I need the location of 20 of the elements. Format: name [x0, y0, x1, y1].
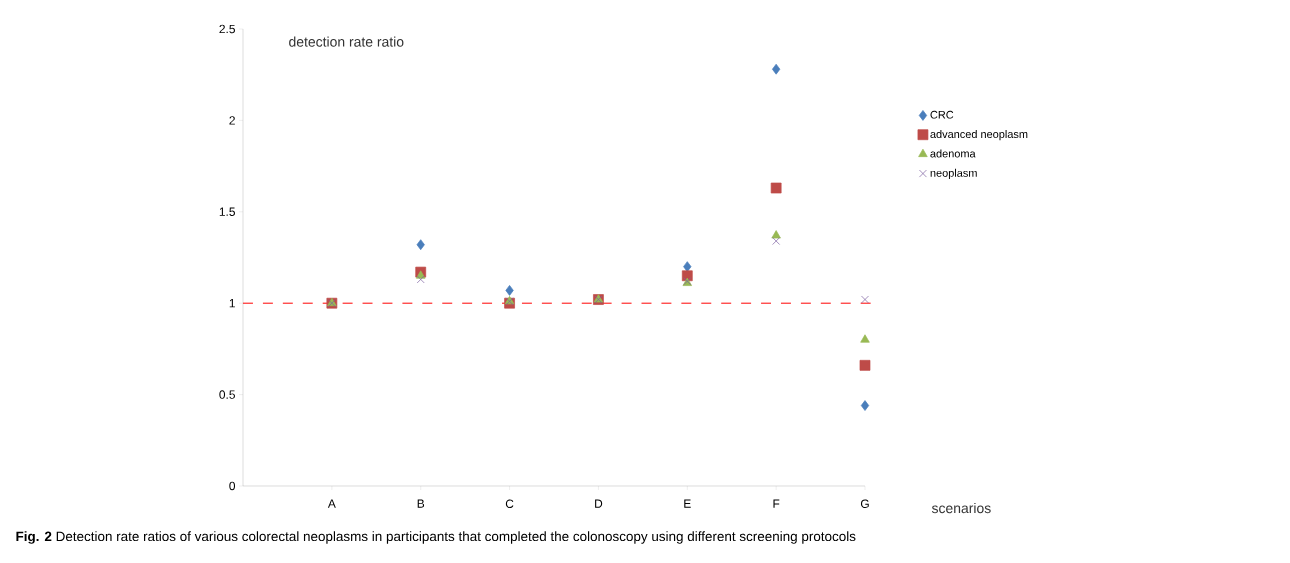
y-axis-title: detection rate ratio — [289, 36, 404, 47]
x-tick-label: A — [327, 499, 336, 508]
legend-label: adenoma — [930, 149, 976, 158]
y-tick-label: 2 — [229, 116, 235, 125]
x-tick-label: E — [684, 499, 691, 508]
legend-label: CRC — [930, 110, 954, 119]
x-tick-label: C — [505, 499, 514, 508]
y-tick-label: 0 — [229, 481, 236, 491]
x-tick-label: G — [860, 499, 869, 508]
y-tick-label: 2.5 — [219, 24, 235, 34]
legend-label: advanced neoplasm — [930, 129, 1028, 141]
legend-label: neoplasm — [930, 168, 977, 180]
x-tick-label: D — [595, 499, 603, 508]
text: Fig. 2 Detection rate ratios of various colorectal neoplasms in participants that completed the colonoscopy using different screening protocols — [16, 531, 856, 544]
x-axis-title: scenarios — [931, 502, 991, 514]
y-tick-label: 1 — [229, 299, 235, 308]
y-tick-label: 0.5 — [219, 390, 235, 399]
y-tick-label: 1.5 — [219, 207, 235, 216]
x-tick-label: F — [773, 499, 780, 508]
x-tick-label: B — [417, 499, 425, 508]
